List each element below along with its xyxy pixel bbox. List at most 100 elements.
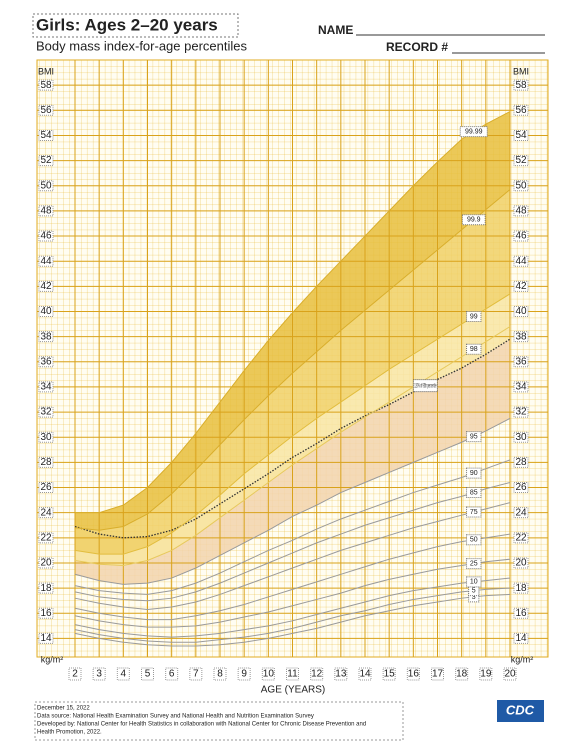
x-tick-box xyxy=(431,667,444,681)
x-tick-box xyxy=(286,667,299,681)
x-tick-label: 5 xyxy=(145,669,151,680)
y-tick-box xyxy=(513,205,529,217)
x-tick-box xyxy=(261,667,275,681)
y-tick-label: 30 xyxy=(515,432,527,443)
series-label: 120% of 95th percentile xyxy=(414,383,436,389)
y-tick-box xyxy=(38,456,54,468)
y-tick-box xyxy=(513,331,529,343)
y-axis-label-right: BMI xyxy=(513,66,529,76)
y-tick-label: 48 xyxy=(40,206,52,217)
series-label-box xyxy=(466,576,482,588)
x-tick-label: 7 xyxy=(193,669,199,680)
series-label: 85 xyxy=(470,489,478,496)
series-label: 50 xyxy=(470,537,478,544)
y-tick-box xyxy=(38,532,54,544)
y-tick-box xyxy=(513,255,529,267)
series-label-box xyxy=(466,534,482,546)
x-tick-box xyxy=(358,667,372,681)
series-label: 3 xyxy=(472,594,476,601)
y-tick-box xyxy=(38,381,54,393)
y-tick-label: 46 xyxy=(40,231,52,242)
y-tick-box xyxy=(513,532,529,544)
y-tick-box xyxy=(513,482,529,494)
series-label: 75 xyxy=(470,509,478,516)
y-tick-label: 32 xyxy=(40,407,52,418)
x-tick-label: 6 xyxy=(169,669,175,680)
y-tick-label: 16 xyxy=(515,608,527,619)
y-tick-label: 22 xyxy=(40,532,52,543)
y-tick-label: 46 xyxy=(515,231,527,242)
x-tick-label: 2 xyxy=(72,669,78,680)
y-tick-label: 40 xyxy=(515,306,527,317)
series-label: 10 xyxy=(470,579,478,586)
y-tick-box xyxy=(38,230,54,242)
y-tick-label: 18 xyxy=(40,583,52,594)
y-tick-label: 38 xyxy=(40,331,52,342)
y-tick-box xyxy=(38,331,54,343)
y-tick-box xyxy=(38,406,54,418)
y-tick-box xyxy=(513,129,529,141)
percentile-line xyxy=(74,338,511,539)
percentile-line xyxy=(74,326,511,566)
y-tick-label: 58 xyxy=(40,80,52,91)
x-tick-box xyxy=(310,667,324,681)
note: Data source: National Health Examination… xyxy=(37,714,314,720)
y-tick-label: 36 xyxy=(40,356,52,367)
y-tick-label: 28 xyxy=(40,457,52,468)
y-tick-box xyxy=(38,129,54,141)
note: December 15, 2022 xyxy=(37,706,90,712)
x-tick-box xyxy=(213,667,227,681)
x-tick-label: 16 xyxy=(408,669,420,680)
y-tick-box xyxy=(513,406,529,418)
x-tick-label: 8 xyxy=(217,669,223,680)
series-label-box xyxy=(466,467,482,479)
logo-text: CDC xyxy=(506,702,535,717)
y-tick-box xyxy=(513,280,529,292)
x-tick-label: 10 xyxy=(263,669,275,680)
x-tick-box xyxy=(479,667,493,681)
x-tick-label: 14 xyxy=(359,669,371,680)
y-tick-label: 24 xyxy=(40,507,52,518)
x-tick-label: 18 xyxy=(456,669,468,680)
y-unit-right: kg/m² xyxy=(511,654,534,664)
series-label-box xyxy=(466,343,482,355)
series-label-box xyxy=(466,506,482,518)
series-label: 99 xyxy=(470,313,478,320)
series-label-box xyxy=(412,379,438,393)
x-tick-box xyxy=(141,667,154,681)
y-tick-label: 56 xyxy=(515,105,527,116)
y-tick-label: 44 xyxy=(515,256,527,267)
y-tick-box xyxy=(38,280,54,292)
y-tick-label: 50 xyxy=(40,180,52,191)
percentile-line xyxy=(74,189,511,531)
y-tick-box xyxy=(38,255,54,267)
percentile-line xyxy=(74,558,511,628)
series-label: 95 xyxy=(470,433,478,440)
y-tick-box xyxy=(513,557,529,569)
note: Health Promotion, 2022. xyxy=(37,730,102,736)
y-tick-box xyxy=(38,155,54,167)
y-tick-label: 52 xyxy=(40,155,52,166)
y-tick-box xyxy=(38,607,54,619)
y-tick-label: 44 xyxy=(40,256,52,267)
series-label: 98 xyxy=(470,346,478,353)
y-tick-box xyxy=(513,607,529,619)
y-tick-label: 14 xyxy=(515,633,527,644)
y-tick-label: 38 xyxy=(515,331,527,342)
y-tick-label: 22 xyxy=(515,532,527,543)
y-unit-left: kg/m² xyxy=(41,654,64,664)
y-tick-label: 34 xyxy=(40,382,52,393)
y-tick-label: 14 xyxy=(40,633,52,644)
y-tick-box xyxy=(38,507,54,519)
series-label: 90 xyxy=(470,470,478,477)
y-tick-box xyxy=(38,632,54,644)
percentile-line xyxy=(74,533,511,621)
series-label-box xyxy=(461,214,486,226)
percentile-line xyxy=(74,417,511,585)
percentile-line xyxy=(74,593,511,647)
y-tick-box xyxy=(513,632,529,644)
percentile-line xyxy=(74,459,511,595)
y-tick-label: 20 xyxy=(515,558,527,569)
